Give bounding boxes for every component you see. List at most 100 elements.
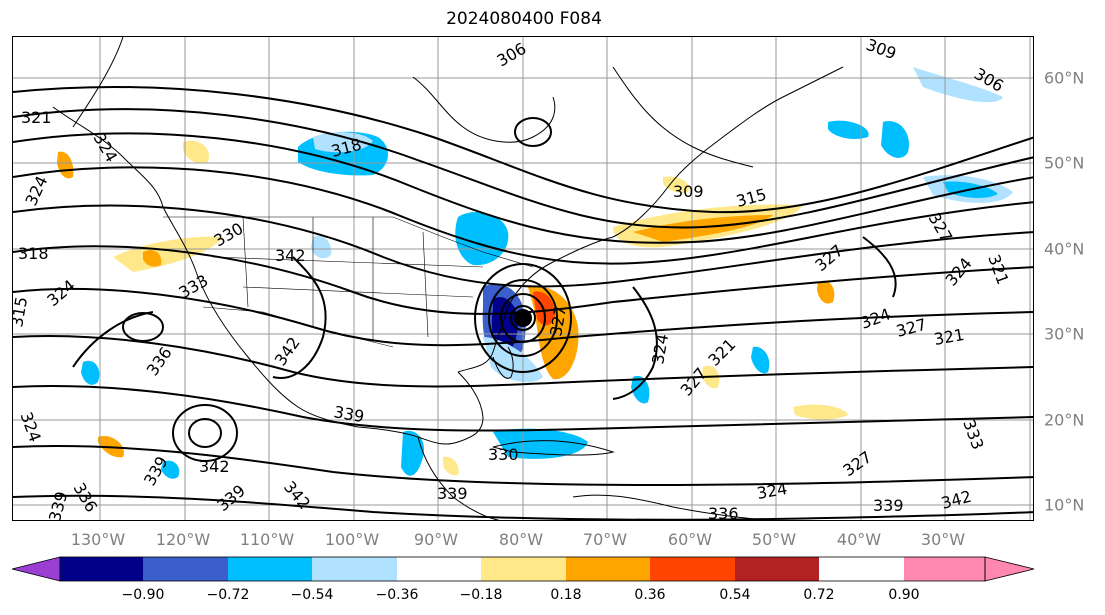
contour-label: 324 — [942, 254, 976, 290]
colorbar — [11, 556, 1035, 582]
coastline — [612, 66, 844, 238]
contour-line — [13, 385, 1033, 432]
colorbar-tick-label: 0.18 — [550, 587, 582, 603]
contour-label: 324 — [858, 304, 893, 332]
contour-label: 324 — [21, 173, 51, 209]
colorbar-tick-label: −0.90 — [121, 587, 165, 603]
colorbar-segments — [11, 556, 1035, 582]
contour-label: 330 — [488, 445, 519, 464]
contour-label: 336 — [708, 504, 739, 521]
shade-cool — [311, 235, 332, 259]
lon-label: 90°W — [413, 530, 459, 549]
shade-cool — [455, 212, 509, 266]
contour-line — [13, 132, 1033, 244]
contour-line — [13, 245, 1033, 315]
colorbar-tick-label: 0.90 — [888, 587, 920, 603]
shade-cool — [493, 428, 588, 459]
shade-warm — [633, 215, 773, 242]
contour-ring — [122, 312, 164, 342]
lon-label: 80°W — [498, 530, 544, 549]
colorbar-bin — [904, 557, 985, 581]
shade-warm — [113, 236, 223, 272]
shade-cool — [828, 120, 869, 140]
contour-label: 321 — [704, 335, 739, 370]
coastline-south-america — [572, 494, 769, 520]
shade-cool — [751, 346, 770, 374]
lon-label: 50°W — [751, 530, 797, 549]
contour-ring — [510, 305, 536, 331]
colorbar-bin — [650, 557, 735, 581]
state-border — [212, 256, 484, 268]
contour-line — [612, 286, 658, 400]
contour-label: 342 — [275, 246, 306, 265]
contour-line — [72, 311, 154, 368]
contour-label: 321 — [984, 252, 1012, 287]
border-us-canada — [163, 216, 534, 268]
shade-warm — [793, 404, 848, 420]
map-canvas: 321 324 318 315 324 330 342 333 336 342 … — [13, 37, 1033, 521]
contour-label: 309 — [864, 37, 899, 63]
lon-label: 120°W — [155, 530, 211, 549]
coastline-hudson-bay — [412, 76, 556, 143]
contour-label: 333 — [959, 417, 987, 452]
contour-label: 309 — [673, 182, 704, 201]
contour-label: 321 — [932, 325, 965, 349]
map-panel: 321 324 318 315 324 330 342 333 336 342 … — [12, 36, 1034, 521]
shade-warm — [57, 151, 74, 179]
lon-label: 110°W — [239, 530, 295, 549]
lon-label: 40°W — [836, 530, 882, 549]
colorbar-bin — [566, 557, 650, 581]
shade-cool — [401, 430, 424, 476]
contour-label: 339 — [437, 484, 468, 503]
colorbar-bin — [228, 557, 312, 581]
contour-label: 324 — [43, 276, 79, 310]
coastline-alaska — [72, 37, 124, 128]
contour-label: 339 — [45, 489, 71, 521]
colorbar-extend-min — [11, 556, 61, 582]
state-border — [422, 231, 429, 338]
contour-label: 339 — [873, 496, 904, 515]
shade-cool — [631, 375, 650, 404]
shade-cool — [881, 121, 909, 158]
state-border — [242, 286, 474, 298]
contour-line — [13, 86, 1033, 214]
contour-line — [13, 287, 1033, 347]
contour-label: 342 — [199, 457, 230, 476]
contour-line — [13, 108, 1033, 229]
coastlines — [52, 37, 844, 520]
contour-line — [13, 166, 1033, 265]
shade-cool — [81, 360, 100, 385]
political-borders — [163, 216, 534, 348]
shade-cool — [313, 132, 373, 153]
contour-label: 336 — [143, 343, 176, 379]
colorbar-bin — [143, 557, 228, 581]
contour-line — [862, 236, 897, 298]
contour-label: 318 — [18, 244, 49, 263]
contour-ring — [474, 263, 572, 373]
plot-title: 2024080400 F084 — [446, 9, 602, 29]
colorbar-tick-label: 0.72 — [803, 587, 835, 603]
colorbar-tick-label: −0.18 — [459, 587, 503, 603]
contour-label: 324 — [17, 409, 45, 444]
contour-line — [272, 256, 327, 379]
lat-label: 50°N — [1044, 153, 1085, 173]
lat-label: 30°N — [1044, 324, 1085, 344]
shade-cool — [161, 460, 180, 479]
contour-label: 339 — [213, 481, 249, 515]
contour-label: 321 — [21, 108, 52, 127]
contour-ring — [514, 117, 552, 147]
contour-label: 327 — [839, 447, 875, 480]
colorbar-tick-label: 0.36 — [634, 587, 666, 603]
shade-warm — [443, 456, 459, 476]
contour-label: 327 — [894, 315, 928, 341]
coastline-central-america — [417, 436, 500, 520]
contour-ring — [172, 404, 238, 462]
contour-label: 315 — [13, 295, 31, 328]
contour-label: 330 — [211, 219, 247, 251]
colorbar-extend-max — [984, 556, 1035, 582]
contour-ring — [500, 293, 546, 343]
contour-line — [13, 335, 1033, 388]
colorbar-bin — [60, 557, 143, 581]
shade-warm — [663, 176, 689, 193]
shade-warm — [817, 280, 835, 304]
